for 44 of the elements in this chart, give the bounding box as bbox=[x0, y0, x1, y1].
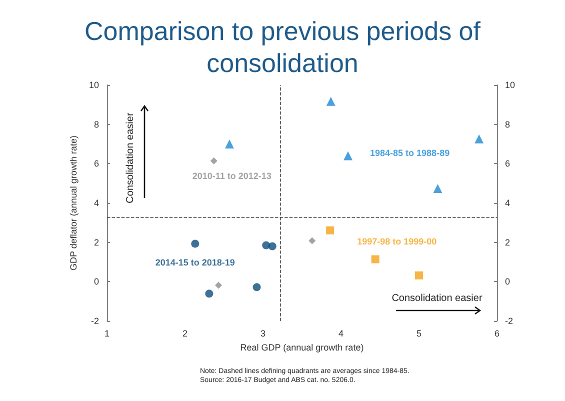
y2-tick-label: 4 bbox=[505, 198, 510, 208]
y-tick-label: 10 bbox=[88, 80, 99, 90]
x-tick-label: 4 bbox=[338, 328, 344, 338]
point bbox=[268, 242, 276, 250]
point bbox=[326, 226, 334, 234]
point bbox=[191, 240, 200, 248]
annotation: Consolidation easier bbox=[125, 112, 136, 204]
point bbox=[474, 134, 484, 144]
chart-title: Comparison to previous periods of consolidation bbox=[84, 15, 482, 79]
x-tick-label: 1 bbox=[104, 328, 110, 338]
x-tick-label: 6 bbox=[494, 328, 500, 338]
point bbox=[215, 282, 222, 289]
text: 2010-11 to 2012-13 bbox=[192, 170, 272, 181]
point bbox=[308, 237, 316, 244]
y-tick-label: 4 bbox=[94, 198, 99, 208]
y-tick-label: -2 bbox=[90, 316, 99, 326]
point bbox=[326, 96, 336, 106]
y-tick-label: 8 bbox=[94, 119, 99, 130]
series-label: 1997-98 to 1999-00 bbox=[357, 236, 437, 246]
y2-tick-label: 8 bbox=[505, 119, 510, 130]
y2-tick-label: 10 bbox=[505, 80, 516, 90]
point bbox=[433, 184, 442, 193]
y-tick-label: 2 bbox=[94, 237, 99, 248]
point bbox=[210, 157, 218, 164]
point bbox=[415, 271, 423, 280]
point bbox=[205, 290, 214, 298]
y-axis-title: GDP deflator (annual growth rate) bbox=[68, 136, 79, 270]
y-tick-label: 6 bbox=[94, 158, 99, 169]
point bbox=[252, 283, 261, 292]
point bbox=[344, 151, 353, 160]
x-axis-title: Real GDP (annual growth rate) bbox=[240, 342, 364, 352]
y-tick-label: 0 bbox=[94, 276, 99, 287]
y2-tick-label: -2 bbox=[505, 316, 514, 326]
x-tick-label: 5 bbox=[416, 328, 422, 338]
x-tick-label: 3 bbox=[260, 328, 266, 338]
series-label: 2014-15 to 2018-19 bbox=[155, 258, 235, 268]
x-tick-label: 2 bbox=[182, 328, 188, 338]
annotation: Consolidation easier bbox=[392, 293, 482, 304]
series-label: 1984-85 to 1988-89 bbox=[370, 148, 450, 158]
y2-tick-label: 0 bbox=[505, 276, 510, 287]
y2-tick-label: 2 bbox=[505, 237, 510, 248]
point bbox=[371, 255, 380, 264]
point bbox=[224, 140, 234, 148]
y2-tick-label: 6 bbox=[505, 158, 510, 169]
